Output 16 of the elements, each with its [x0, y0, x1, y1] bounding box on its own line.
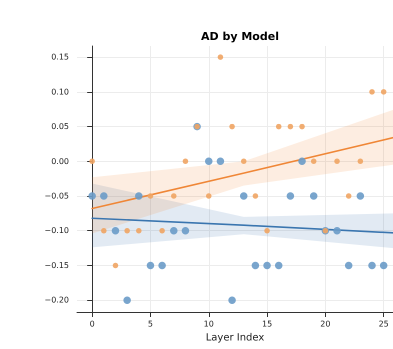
y-tick-label: 0.10 — [51, 87, 69, 96]
y-tick-label: −0.05 — [44, 192, 69, 201]
chart-title: AD by Model — [201, 30, 279, 43]
x-tick-label: 0 — [90, 320, 95, 328]
y-tick-label: −0.10 — [44, 226, 69, 236]
y-tick-label: −0.15 — [44, 260, 69, 270]
x-tick-label: 5 — [148, 320, 154, 328]
y-tick-label: −0.20 — [44, 296, 69, 305]
y-tick-label: 0.00 — [51, 156, 69, 166]
x-axis-title: Layer Index — [206, 332, 264, 344]
x-tick-label: 15 — [262, 320, 272, 328]
y-tick-label: 0.15 — [51, 52, 69, 62]
y-tick-label: 0.05 — [51, 122, 69, 132]
x-tick-label: 25 — [378, 320, 389, 328]
x-tick-label: 10 — [204, 320, 214, 328]
x-tick-label: 20 — [320, 320, 330, 328]
